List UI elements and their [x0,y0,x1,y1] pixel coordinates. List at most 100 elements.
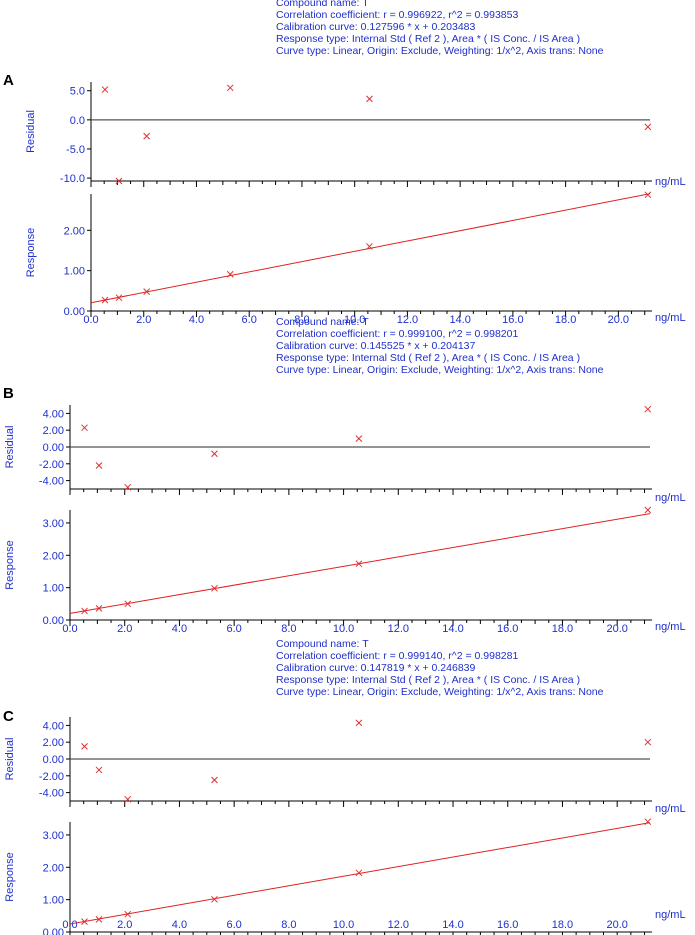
x-tick-label: 0.0 [62,919,77,931]
x-axis-unit-label: ng/mL [655,492,686,504]
plot-b-residual: 4.00 2.00 0.00 -2.00 -4.00 ng/mL Residual [4,405,686,504]
x-tick-label: 6.0 [242,314,257,326]
x-tick-label: 20.0 [608,314,629,326]
data-point-marker [644,405,652,413]
data-point-marker [115,294,123,302]
x-tick-label: 18.0 [555,314,576,326]
curve-type: Curve type: Linear, Origin: Exclude, Wei… [276,364,604,376]
y-axis-title: Response [4,852,16,902]
data-point-marker [211,776,218,784]
x-tick-label: 18.0 [552,919,573,931]
y-tick-label: 0.00 [43,615,64,627]
y-tick-label: 4.00 [43,720,64,732]
x-tick-label: 2.0 [117,919,132,931]
data-point-marker [81,607,88,615]
y-tick-label: 2.00 [64,225,85,237]
y-tick-label: 0.00 [64,306,85,318]
x-tick-label: 2.0 [117,623,132,635]
y-tick-label: 3.00 [43,830,64,842]
y-tick-label: 2.00 [43,737,64,749]
data-point-marker [226,270,234,278]
data-point-marker [644,506,652,514]
x-tick-label: 2.0 [136,314,151,326]
panel-c-info: Compound name: T Correlation coefficient… [276,638,603,698]
x-axis-unit-label: ng/mL [655,909,686,921]
y-tick-label: 0.0 [70,115,85,127]
data-point-marker [143,132,150,140]
x-tick-label: 8.0 [294,314,309,326]
y-axis-title: Residual [4,426,16,469]
y-tick-label: 2.00 [43,862,64,874]
curve-type: Curve type: Linear, Origin: Exclude, Wei… [276,686,604,698]
data-point-marker [95,916,103,923]
response-type: Response type: Internal Std ( Ref 2 ), A… [276,674,581,686]
correlation-coefficient: Correlation coefficient: r = 0.996922, r… [276,9,519,21]
data-point-marker [644,191,652,199]
x-tick-label: 12.0 [397,314,418,326]
data-point-marker [95,462,103,469]
x-tick-label: 16.0 [502,314,523,326]
x-tick-label: 20.0 [606,623,627,635]
data-point-marker [644,738,652,746]
x-tick-label: 20.0 [606,919,627,931]
correlation-coefficient: Correlation coefficient: r = 0.999100, r… [276,328,519,340]
x-tick-label: 10.0 [344,314,365,326]
x-tick-label: 16.0 [497,623,518,635]
response-type: Response type: Internal Std ( Ref 2 ), A… [276,33,581,45]
calibration-fit-line [69,513,651,614]
calibration-curve: Calibration curve: 0.147819 * x + 0.2468… [276,662,476,674]
y-tick-label: -10.0 [60,173,85,185]
x-tick-label: 6.0 [227,623,242,635]
panel-a-info: Compound name: T Correlation coefficient… [276,0,603,57]
curve-type: Curve type: Linear, Origin: Exclude, Wei… [276,45,604,57]
compound-name: Compound name: T [276,0,369,9]
data-point-marker [211,895,218,903]
y-tick-label: 0.00 [43,754,64,766]
x-tick-label: 6.0 [227,919,242,931]
plot-c-response: 0.00 1.00 2.00 3.00 0.0 2.0 4.0 6.0 8.0 10.0 12.0 1… [4,818,686,935]
data-point-marker [355,719,363,727]
x-tick-label: 4.0 [172,919,187,931]
x-axis-unit-label: ng/mL [655,803,686,815]
compound-name: Compound name: T [276,316,369,328]
x-tick-label: 4.0 [172,623,187,635]
data-point-marker [124,483,132,491]
x-tick-label: 10.0 [333,623,354,635]
data-point-marker [355,560,363,568]
data-point-marker [211,584,218,592]
x-tick-label: 8.0 [281,919,296,931]
x-tick-label: 12.0 [388,623,409,635]
y-axis-title: Residual [4,738,16,781]
data-point-marker [101,86,109,93]
y-tick-label: 4.00 [43,408,64,420]
panel-b-label: B [3,385,14,402]
panel-b-info: Compound name: T Correlation coefficient… [276,316,603,376]
data-point-marker [226,84,234,92]
compound-name: Compound name: T [276,638,369,650]
plot-a-response: 0.00 1.00 2.00 0.0 2.0 4.0 6.0 8.0 10.0 12.0 14.0 1… [25,191,686,326]
x-tick-label: 18.0 [552,623,573,635]
y-axis-title: Residual [25,110,37,153]
data-point-marker [366,95,373,103]
calibration-curve: Calibration curve: 0.145525 * x + 0.2041… [276,340,476,352]
data-point-marker [366,243,373,250]
panel-a-label: A [3,72,14,89]
x-tick-label: 12.0 [388,919,409,931]
y-tick-label: 0.00 [43,442,64,454]
plot-a-residual: 5.0 0.0 -5.0 -10.0 ng/mL Residual [25,82,686,188]
x-tick-label: 14.0 [442,623,463,635]
data-point-marker [143,288,150,295]
y-tick-label: 1.00 [64,266,85,278]
data-point-marker [355,869,363,877]
y-tick-label: -5.0 [66,144,85,156]
y-tick-label: 2.00 [43,425,64,437]
y-tick-label: 3.00 [43,518,64,530]
data-point-marker [81,743,88,750]
y-axis-title: Response [4,540,16,590]
data-point-marker [95,604,103,612]
y-tick-label: 1.00 [43,583,64,595]
x-axis-unit-label: ng/mL [655,312,686,324]
plot-c-residual: 4.00 2.00 0.00 -2.00 -4.00 ng/mL Residual [4,717,686,815]
data-point-marker [124,910,132,918]
